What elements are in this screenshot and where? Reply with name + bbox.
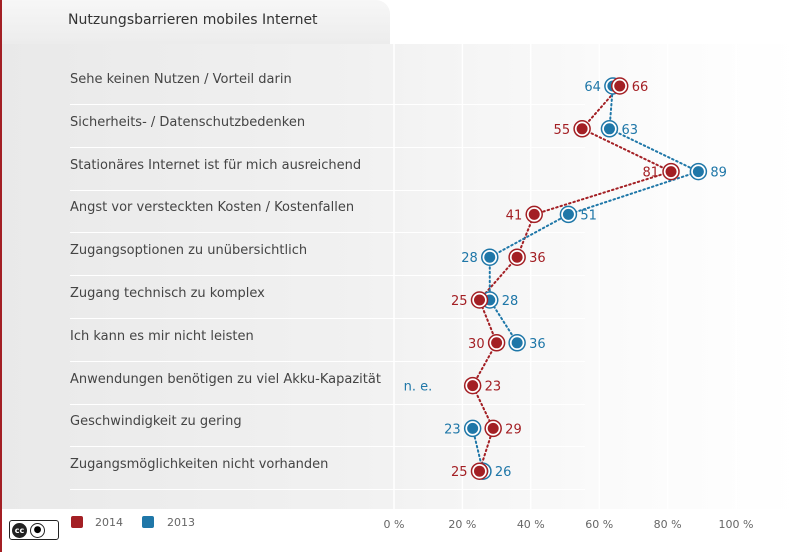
series-line-2014	[471, 85, 674, 473]
row-separator	[70, 318, 585, 319]
legend-label-2013: 2013	[167, 516, 195, 529]
value-label-2014: 55	[554, 123, 571, 138]
row-separator	[70, 146, 585, 148]
marker-2014	[576, 123, 588, 135]
value-label-2014: 81	[642, 166, 659, 181]
marker-2013	[692, 166, 704, 178]
value-label-2014: 36	[529, 251, 546, 266]
marker-2013	[603, 123, 615, 135]
marker-2014	[511, 251, 523, 263]
marker-2014	[614, 80, 626, 92]
row-separator	[70, 446, 585, 448]
category-label: Geschwindigkeit zu gering	[70, 414, 242, 430]
value-label-2013: 26	[495, 465, 512, 480]
legend-swatch-2013	[142, 516, 154, 528]
x-tick-label: 80 %	[654, 518, 682, 531]
value-label-2014: 25	[451, 294, 468, 309]
category-label: Sicherheits- / Datenschutzbedenken	[70, 114, 306, 130]
na-label-2013: n. e.	[404, 380, 433, 395]
marker-2014	[491, 337, 503, 349]
chart-title: Nutzungsbarrieren mobiles Internet	[68, 12, 318, 28]
value-label-2013: 23	[444, 422, 461, 437]
x-tick-label: 60 %	[585, 518, 613, 531]
category-label: Zugangsoptionen zu unübersichtlich	[70, 243, 308, 259]
value-label-2013: 89	[710, 166, 727, 181]
value-label-2013: 64	[584, 80, 601, 95]
value-label-2014: 29	[505, 422, 522, 437]
marker-2014	[467, 380, 479, 392]
row-separator	[70, 275, 585, 277]
category-label: Anwendungen benötigen zu viel Akku-Kapaz…	[70, 371, 381, 387]
x-tick-label: 100 %	[719, 518, 754, 531]
category-label: Sehe keinen Nutzen / Vorteil darin	[70, 72, 292, 87]
value-label-2014: 66	[632, 80, 649, 95]
left-accent-line	[0, 0, 2, 552]
marker-2014	[487, 422, 499, 434]
value-label-2013: 36	[529, 337, 546, 352]
category-label: Stationäres Internet ist für mich ausrei…	[70, 157, 362, 173]
value-label-2014: 23	[485, 380, 502, 395]
title-tab	[0, 0, 390, 44]
marker-2013	[511, 337, 523, 349]
row-separator	[70, 403, 585, 405]
value-label-2013: 51	[580, 208, 597, 223]
marker-2013	[562, 208, 574, 220]
chart-panel	[0, 44, 800, 509]
legend-label-2014: 2014	[95, 516, 123, 529]
value-label-2014: 30	[468, 337, 485, 352]
category-label: Zugang technisch zu komplex	[70, 286, 265, 301]
x-tick-label: 20 %	[448, 518, 476, 531]
value-label-2013: 63	[621, 123, 638, 138]
marker-2014	[474, 294, 485, 306]
value-label-2013: 28	[502, 294, 519, 309]
value-label-2014: 41	[506, 208, 523, 223]
row-separator	[70, 104, 585, 105]
x-tick-label: 0 %	[384, 518, 405, 531]
value-label-2014: 25	[451, 465, 468, 480]
row-separator	[70, 189, 585, 191]
row-separator	[70, 489, 585, 491]
value-label-2013: 28	[461, 251, 478, 266]
marker-2013	[467, 422, 479, 434]
marker-2013	[484, 251, 496, 263]
category-label: Ich kann es mir nicht leisten	[70, 328, 254, 344]
x-tick-label: 40 %	[517, 518, 545, 531]
category-label: Angst vor versteckten Kosten / Kostenfal…	[70, 200, 355, 216]
category-label: Zugangsmöglichkeiten nicht vorhanden	[70, 457, 329, 473]
marker-2014	[528, 208, 540, 220]
legend-swatch-2014	[71, 516, 83, 528]
marker-2014	[665, 166, 677, 178]
creative-commons-by-icon: cc ●	[9, 520, 59, 540]
row-separator	[70, 232, 585, 234]
marker-2014	[474, 465, 485, 477]
row-separator	[70, 360, 585, 362]
